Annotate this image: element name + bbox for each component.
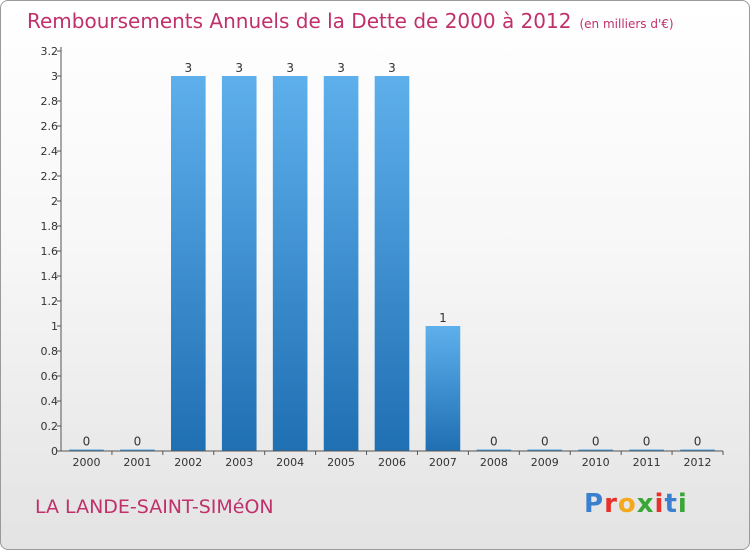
- bar-2007: [425, 326, 461, 451]
- bar-2006: [374, 76, 410, 451]
- x-tick-2006: 2006: [378, 456, 406, 469]
- y-tick-label: 0: [51, 445, 58, 458]
- x-tick-2012: 2012: [684, 456, 712, 469]
- y-tick-label: 2.4: [41, 145, 59, 158]
- x-tick-2002: 2002: [174, 456, 202, 469]
- value-label-2009: 0: [541, 435, 549, 449]
- title-unit: (en milliers d'€): [579, 17, 674, 31]
- bar-2003: [221, 76, 257, 451]
- title-text: Remboursements Annuels de la Dette de 20…: [27, 9, 572, 33]
- y-tick-label: 2.8: [41, 95, 59, 108]
- y-tick-label: 3.2: [41, 45, 59, 58]
- bar-2008: [476, 449, 512, 451]
- commune-name: LA LANDE-SAINT-SIMéON: [35, 496, 274, 518]
- bar-2012: [680, 449, 715, 451]
- logo-letter: i: [677, 489, 688, 519]
- x-tick-2008: 2008: [480, 456, 508, 469]
- y-tick-label: 0.2: [41, 420, 59, 433]
- value-label-2000: 0: [83, 435, 91, 449]
- proxiti-logo: Proxiti: [584, 489, 688, 519]
- x-tick-2010: 2010: [582, 456, 610, 469]
- y-tick-label: 1.2: [41, 295, 59, 308]
- y-tick-label: 1.8: [41, 220, 59, 233]
- bar-2000: [69, 449, 104, 451]
- value-label-2007: 1: [439, 311, 447, 325]
- bar-2004: [272, 76, 308, 451]
- logo-letter: r: [604, 489, 618, 519]
- x-tick-2011: 2011: [633, 456, 661, 469]
- x-tick-2009: 2009: [531, 456, 559, 469]
- y-tick-label: 1.6: [41, 245, 59, 258]
- y-tick-label: 1: [51, 320, 58, 333]
- value-label-2012: 0: [694, 435, 702, 449]
- value-label-2006: 3: [388, 61, 396, 75]
- bar-2010: [578, 449, 614, 451]
- bar-2009: [527, 449, 563, 451]
- bar-2005: [323, 76, 359, 451]
- value-label-2010: 0: [592, 435, 600, 449]
- logo-letter: i: [654, 489, 665, 519]
- logo-letter: t: [664, 489, 678, 519]
- y-tick-label: 2: [51, 195, 58, 208]
- y-tick-label: 2.6: [41, 120, 59, 133]
- value-label-2002: 3: [184, 61, 192, 75]
- y-tick-label: 3: [51, 70, 58, 83]
- y-tick-label: 2.2: [41, 170, 59, 183]
- y-tick-label: 0.4: [41, 395, 59, 408]
- logo-letter: x: [636, 489, 655, 519]
- x-tick-2003: 2003: [225, 456, 253, 469]
- chart-title: Remboursements Annuels de la Dette de 20…: [27, 9, 674, 33]
- x-tick-2005: 2005: [327, 456, 355, 469]
- y-tick-label: 1.4: [41, 270, 59, 283]
- value-label-2005: 3: [337, 61, 345, 75]
- value-label-2008: 0: [490, 435, 498, 449]
- bar-2001: [120, 449, 155, 451]
- x-tick-2000: 2000: [72, 456, 100, 469]
- bar-2011: [629, 449, 664, 451]
- value-label-2003: 3: [235, 61, 243, 75]
- value-label-2004: 3: [286, 61, 294, 75]
- bar-2002: [170, 76, 206, 451]
- x-tick-2007: 2007: [429, 456, 457, 469]
- y-tick-label: 0.6: [41, 370, 59, 383]
- value-label-2011: 0: [643, 435, 651, 449]
- x-tick-2001: 2001: [123, 456, 151, 469]
- logo-letter: P: [584, 489, 605, 519]
- logo-letter: o: [617, 489, 637, 519]
- x-tick-2004: 2004: [276, 456, 304, 469]
- value-label-2001: 0: [134, 435, 142, 449]
- y-tick-label: 0.8: [41, 345, 59, 358]
